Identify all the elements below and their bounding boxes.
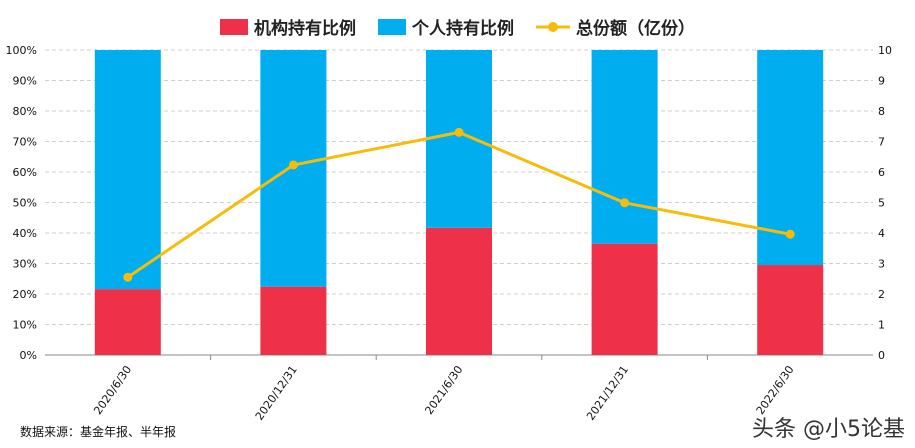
legend-label: 总份额（亿份） xyxy=(576,19,695,39)
x-tick-label: 2021/12/31 xyxy=(584,363,631,422)
legend-swatch xyxy=(220,18,248,35)
y-right-tick-label: 7 xyxy=(878,136,885,149)
y-right-tick-label: 2 xyxy=(878,288,885,301)
line-point xyxy=(620,198,630,208)
bar-segment xyxy=(94,50,161,290)
legend-item-institution: 机构持有比例 xyxy=(220,14,356,39)
y-left-tick-label: 40% xyxy=(13,227,37,240)
x-tick-label: 2020/6/30 xyxy=(91,363,134,417)
y-left-tick-label: 50% xyxy=(13,197,37,210)
legend-swatch xyxy=(378,18,406,35)
x-tick-label: 2021/6/30 xyxy=(422,363,465,417)
legend-label: 个人持有比例 xyxy=(412,19,514,39)
bar-segment xyxy=(591,50,658,244)
bar-segment xyxy=(94,289,161,355)
y-right-tick-label: 5 xyxy=(878,197,885,210)
bar-segment xyxy=(757,265,824,355)
y-right-tick-label: 1 xyxy=(878,319,885,332)
legend-item-total-shares: 总份额（亿份） xyxy=(536,14,695,39)
legend-label: 机构持有比例 xyxy=(254,19,356,39)
y-left-tick-label: 10% xyxy=(13,319,37,332)
y-left-tick-label: 0% xyxy=(20,349,37,362)
source-note: 数据来源：基金年报、半年报 xyxy=(20,425,177,439)
line-point xyxy=(288,160,298,170)
y-left-tick-label: 60% xyxy=(13,166,37,179)
bar-segment xyxy=(260,286,327,355)
y-left-tick-label: 80% xyxy=(13,105,37,118)
legend-line-marker xyxy=(536,21,570,32)
y-left-tick-label: 90% xyxy=(13,75,37,88)
bar-segment xyxy=(591,243,658,355)
y-right-tick-label: 3 xyxy=(878,258,885,271)
y-left-tick-label: 70% xyxy=(13,136,37,149)
y-right-tick-label: 10 xyxy=(878,44,892,57)
y-right-tick-label: 9 xyxy=(878,75,885,88)
watermark: 头条 @小5论基 xyxy=(752,417,905,442)
legend: 机构持有比例 个人持有比例 总份额（亿份） xyxy=(0,14,915,39)
y-right-tick-label: 0 xyxy=(878,349,885,362)
bar-segment xyxy=(426,227,492,355)
y-left-tick-label: 100% xyxy=(6,44,37,57)
y-left-tick-label: 20% xyxy=(13,288,37,301)
legend-item-individual: 个人持有比例 xyxy=(378,14,514,39)
line-point xyxy=(454,127,464,137)
y-left-tick-label: 30% xyxy=(13,258,37,271)
line-point xyxy=(123,272,133,282)
y-right-tick-label: 4 xyxy=(878,227,885,240)
x-tick-label: 2020/12/31 xyxy=(253,363,300,422)
y-right-tick-label: 8 xyxy=(878,105,885,118)
x-tick-label: 2022/6/30 xyxy=(754,363,797,417)
y-right-tick-label: 6 xyxy=(878,166,885,179)
bar-segment xyxy=(426,50,492,228)
line-point xyxy=(785,229,795,239)
